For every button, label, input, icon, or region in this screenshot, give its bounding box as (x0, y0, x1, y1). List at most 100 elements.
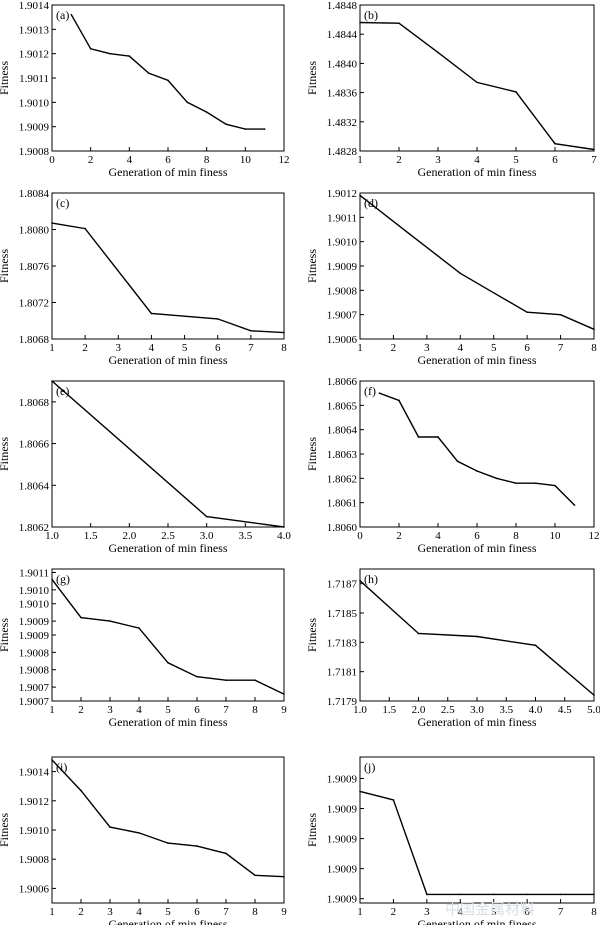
data-point (526, 893, 528, 896)
y-tick-label: 1.8068 (19, 334, 50, 346)
x-tick-label: 7 (248, 342, 254, 354)
series-line (359, 194, 595, 330)
y-tick-label: 1.9007 (19, 682, 50, 694)
y-tick-label: 1.9007 (327, 310, 358, 322)
y-tick-label: 1.9010 (327, 237, 358, 249)
x-tick-label: 4 (458, 906, 464, 918)
data-point (51, 222, 53, 224)
data-point (225, 123, 227, 126)
y-tick-label: 1.8061 (327, 498, 357, 510)
x-axis-label: Generation of min finess (418, 715, 537, 729)
data-point (359, 194, 361, 197)
x-tick-label: 0 (357, 530, 363, 542)
y-tick-label: 1.9010 (19, 599, 50, 611)
x-tick-label: 2 (78, 704, 84, 716)
y-axis-label: Fitness (305, 61, 319, 95)
y-tick-label: 1.7185 (327, 608, 358, 620)
data-point (84, 227, 86, 230)
x-tick-label: 1.5 (84, 530, 98, 542)
x-axis-label: Generation of min finess (109, 165, 228, 179)
y-tick-label: 1.9010 (19, 585, 50, 597)
data-point (426, 893, 428, 896)
x-tick-label: 6 (524, 342, 530, 354)
x-tick-label: 1.0 (45, 530, 59, 542)
y-tick-label: 1.7179 (327, 696, 358, 708)
chart-panel: 1 2 3 4 5 6 7 1.4828 1.4832 1.4836 1.4840 1.4844 1.4… (305, 0, 597, 179)
x-tick-label: 5 (491, 342, 497, 354)
y-axis-label: Fitness (0, 618, 11, 652)
data-point (398, 399, 400, 402)
y-tick-label: 1.4828 (327, 146, 358, 158)
y-tick-label: 1.9009 (327, 894, 358, 906)
x-tick-label: 6 (552, 154, 558, 166)
x-axis-label: Generation of min finess (418, 165, 537, 179)
x-tick-label: 1.5 (382, 704, 396, 716)
data-point (263, 128, 266, 130)
x-tick-label: 4.0 (277, 530, 291, 542)
data-point (459, 272, 462, 275)
x-axis-label: Generation of min finess (418, 353, 537, 367)
y-axis-label: Fitness (0, 813, 11, 847)
data-point (205, 515, 208, 518)
y-tick-label: 1.4836 (327, 88, 358, 100)
x-tick-label: 2.0 (122, 530, 136, 542)
data-point (80, 616, 82, 619)
x-tick-label: 3 (435, 154, 441, 166)
y-tick-label: 1.4832 (327, 117, 357, 129)
x-tick-label: 4.5 (558, 704, 572, 716)
y-tick-label: 1.8064 (19, 480, 50, 492)
data-point (559, 313, 562, 316)
y-tick-label: 1.7181 (327, 667, 357, 679)
data-point (359, 790, 361, 793)
panel-label: (b) (364, 8, 378, 22)
y-tick-label: 1.9010 (19, 825, 50, 837)
x-tick-label: 6 (215, 342, 221, 354)
y-tick-label: 1.9011 (19, 73, 49, 85)
data-point (167, 661, 169, 664)
data-point (593, 893, 595, 896)
data-point (573, 504, 576, 506)
y-tick-label: 1.8060 (327, 522, 358, 534)
chart-panel: 0 2 4 6 8 10 12 1.8060 1.8061 1.8062 1.8063 1.8064 1… (305, 376, 600, 555)
chart-panel: 1 2 3 4 5 6 7 8 1.9006 1.9007 1.9008 1.9009 1.9010 1.… (305, 188, 597, 367)
x-tick-label: 1 (49, 342, 55, 354)
data-point (476, 635, 478, 638)
data-point (196, 675, 198, 678)
x-tick-label: 8 (204, 154, 210, 166)
plot-frame (51, 380, 285, 528)
x-axis-label: Generation of min finess (418, 917, 537, 925)
y-axis-label: Fitness (305, 437, 319, 471)
y-tick-label: 1.9009 (327, 834, 358, 846)
y-tick-label: 1.9008 (19, 647, 50, 659)
y-tick-label: 1.4844 (327, 29, 358, 41)
x-axis-label: Generation of min finess (418, 541, 537, 555)
data-point (283, 875, 285, 878)
chart-panel: 1 2 3 4 5 6 7 8 9 1.9006 1.9008 1.9010 1.9012 1.9014 G… (0, 756, 287, 925)
data-point (186, 101, 189, 104)
data-point (109, 52, 111, 55)
data-point (70, 13, 73, 16)
data-point (409, 233, 411, 236)
data-point (250, 329, 252, 332)
x-tick-label: 3.5 (499, 704, 513, 716)
y-tick-label: 1.8068 (19, 397, 50, 409)
y-axis-label: Fitness (305, 813, 319, 847)
plot-frame (359, 192, 595, 340)
data-point (225, 679, 227, 681)
data-point (254, 874, 256, 877)
x-tick-label: 3.5 (238, 530, 252, 542)
chart-panel: 1 2 3 4 5 6 7 8 1.9009 1.9009 1.9009 1.9009 1.9009 Ge… (305, 756, 597, 925)
x-axis-label: Generation of min finess (109, 917, 228, 925)
x-tick-label: 7 (223, 906, 229, 918)
chart-panel: 1.0 1.5 2.0 2.5 3.0 3.5 4.0 1.8062 1.8064 1.8066 1… (0, 380, 291, 555)
x-tick-label: 1 (49, 906, 55, 918)
data-point (437, 51, 439, 54)
x-tick-label: 2 (82, 342, 88, 354)
data-point (51, 759, 53, 761)
x-tick-label: 8 (591, 906, 597, 918)
x-tick-label: 5 (165, 906, 171, 918)
x-tick-label: 4 (136, 704, 142, 716)
x-tick-label: 12 (279, 154, 290, 166)
data-point (51, 380, 53, 382)
